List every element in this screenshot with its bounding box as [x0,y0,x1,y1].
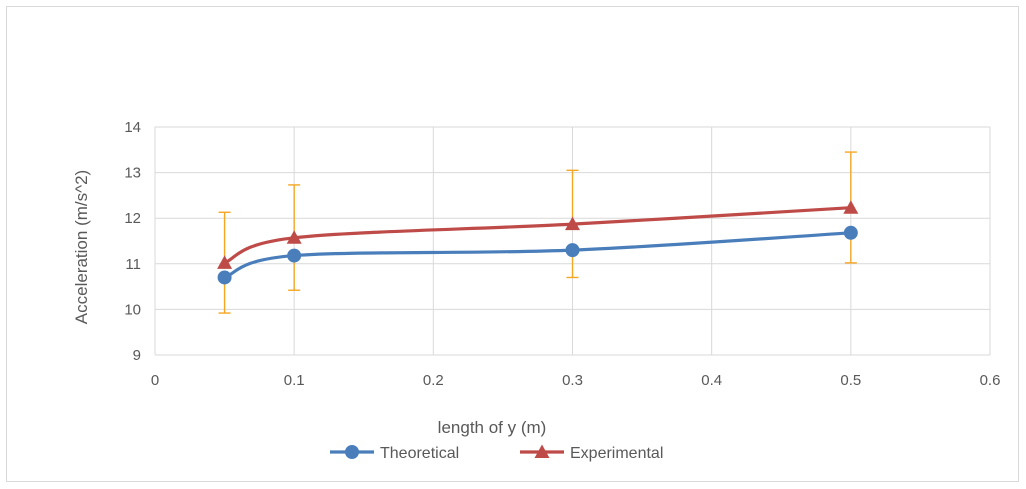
x-tick-label: 0.4 [701,372,722,389]
x-tick-label: 0.6 [980,372,1001,389]
chart-frame: 0 0.1 0.2 0.3 0.4 0.5 0.6 9 10 11 12 13 14 length o… [6,6,1019,482]
error-bars [218,151,857,314]
data-point-experimental [217,255,233,269]
line-chart: 0 0.1 0.2 0.3 0.4 0.5 0.6 9 10 11 12 13 14 length o… [72,119,1001,462]
x-axis-label: length of y (m) [438,418,547,437]
y-tick-label: 13 [124,165,141,182]
x-tick-label: 0 [151,372,159,389]
series-lines [222,206,853,280]
y-tick-label: 9 [133,347,141,364]
data-point-experimental [286,230,302,244]
y-tick-label: 11 [125,256,141,273]
y-axis-label: Acceleration (m/s^2) [72,170,91,324]
x-tick-label: 0.5 [840,372,861,389]
legend: Theoretical Experimental [330,444,663,462]
x-tick-labels: 0 0.1 0.2 0.3 0.4 0.5 0.6 [151,372,1001,389]
legend-swatch-marker [534,444,550,458]
series-line-theoretical [222,231,853,280]
legend-entry-experimental: Experimental [570,445,663,462]
data-point-theoretical [287,248,302,263]
x-tick-label: 0.3 [562,372,583,389]
x-tick-label: 0.2 [423,372,444,389]
legend-entry-theoretical: Theoretical [380,445,459,462]
data-point-experimental [843,200,859,214]
y-tick-label: 12 [124,210,141,227]
series-markers [217,200,859,285]
data-point-theoretical [565,243,580,258]
legend-swatch-marker [345,445,359,459]
y-tick-labels: 9 10 11 12 13 14 [124,119,141,364]
data-point-experimental [565,216,580,231]
y-tick-label: 10 [124,301,141,318]
series-line-experimental [222,206,853,265]
y-tick-label: 14 [124,119,141,136]
data-point-theoretical [217,270,232,285]
data-point-theoretical [843,225,858,240]
x-tick-label: 0.1 [284,372,305,389]
